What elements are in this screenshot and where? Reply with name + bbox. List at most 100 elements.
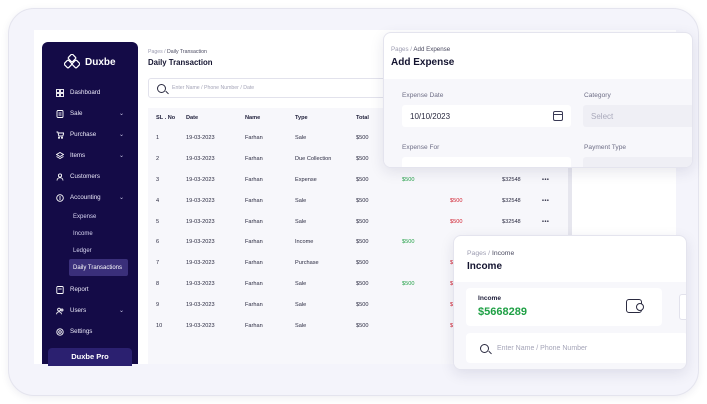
- table-row[interactable]: 4 19-03-2023 Farhan Sale $500 $500 $32548 •••: [148, 190, 568, 211]
- breadcrumb-root[interactable]: Pages: [148, 49, 163, 55]
- cell-type: Income: [295, 239, 314, 246]
- money-icon: [626, 299, 644, 313]
- search-icon: [157, 83, 166, 93]
- cell-type: Sale: [295, 301, 307, 308]
- sidebar-item-sale[interactable]: Sale ⌄: [42, 103, 138, 124]
- cell-type: Due Collection: [295, 156, 332, 163]
- category-select[interactable]: Select: [583, 105, 692, 127]
- income-summary-value: $5668289: [478, 306, 527, 318]
- cell-name: Farhan: [245, 156, 263, 163]
- cell-name: Farhan: [245, 260, 263, 267]
- cell-date: 19-03-2023: [186, 156, 215, 163]
- more-options-icon[interactable]: •••: [542, 176, 550, 183]
- sidebar-subitem-ledger[interactable]: Ledger: [73, 247, 92, 254]
- cell-sl: 1: [156, 135, 160, 142]
- cell-out: $500: [450, 197, 463, 204]
- cell-total: $500: [356, 260, 369, 267]
- sidebar-item-report[interactable]: Report: [42, 279, 138, 300]
- chevron-down-icon[interactable]: ⌄: [118, 308, 124, 314]
- column-header[interactable]: Date: [186, 115, 199, 121]
- table-row[interactable]: 5 19-03-2023 Farhan Sale $500 $500 $32548 •••: [148, 211, 568, 232]
- cell-total: $500: [356, 176, 369, 183]
- cell-type: Sale: [295, 218, 307, 225]
- brand-logo[interactable]: Duxbe: [64, 54, 116, 70]
- add-expense-card: Pages / Add Expense Add Expense Expense …: [383, 32, 693, 168]
- sidebar-item-users[interactable]: Users ⌄: [42, 300, 138, 321]
- sidebar-subitem-expense[interactable]: Expense: [73, 213, 97, 220]
- row-actions[interactable]: •••: [534, 170, 568, 191]
- cell-in: [394, 294, 442, 315]
- users-icon: [56, 307, 64, 315]
- cell-name: Farhan: [245, 176, 263, 183]
- chevron-down-icon[interactable]: ⌄: [118, 111, 124, 117]
- cell-total: $500: [356, 239, 369, 246]
- more-options-icon[interactable]: •••: [542, 218, 550, 225]
- cell-date: 19-03-2023: [186, 322, 215, 329]
- cell-out: $: [450, 301, 454, 308]
- income-breadcrumb: Pages / Income: [467, 250, 515, 257]
- cell-date: 19-03-2023: [186, 176, 215, 183]
- cell-name: Farhan: [245, 280, 263, 287]
- payment-type-select[interactable]: [583, 157, 692, 167]
- cell-name: Farhan: [245, 218, 263, 225]
- row-actions[interactable]: •••: [534, 211, 568, 232]
- income-breadcrumb-current: Income: [491, 250, 515, 257]
- sidebar-item-dashboard[interactable]: Dashboard: [42, 82, 138, 103]
- cell-sl: 9: [156, 301, 160, 308]
- cell-date: 19-03-2023: [186, 239, 215, 246]
- cell-total: $500: [356, 197, 369, 204]
- cell-type: Expense: [295, 176, 317, 183]
- cell-date: 19-03-2023: [186, 301, 215, 308]
- sidebar-item-accounting[interactable]: Accounting ⌄: [42, 187, 138, 208]
- column-header[interactable]: SL . No: [156, 115, 176, 121]
- column-header[interactable]: Name: [245, 115, 261, 121]
- expense-for-label: Expense For: [402, 144, 440, 151]
- cell-sl: 7: [156, 260, 160, 267]
- sidebar-nav: Dashboard Sale ⌄ Purchase ⌄ Items ⌄ Customers Ac…: [42, 82, 138, 342]
- table-row[interactable]: 2 19-03-2023 Farhan Due Collection $500: [148, 149, 568, 170]
- sidebar-item-customers[interactable]: Customers: [42, 166, 138, 187]
- chevron-down-icon[interactable]: ⌄: [118, 153, 124, 159]
- table-row[interactable]: 6 19-03-2023 Farhan Income $500 $500: [148, 232, 568, 253]
- chevron-down-icon[interactable]: ⌄: [118, 195, 124, 201]
- sidebar-item-items[interactable]: Items ⌄: [42, 145, 138, 166]
- calendar-icon[interactable]: [553, 111, 563, 121]
- expense-breadcrumb-root[interactable]: Pages: [391, 46, 409, 53]
- expense-date-field[interactable]: 10/10/2023: [402, 105, 571, 127]
- sidebar-subitem-income[interactable]: Income: [73, 230, 93, 237]
- sidebar-item-purchase[interactable]: Purchase ⌄: [42, 124, 138, 145]
- cell-name: Farhan: [245, 239, 263, 246]
- income-search-input[interactable]: Enter Name / Phone Number: [497, 344, 588, 352]
- expense-for-field[interactable]: [402, 157, 571, 167]
- table-scrollbar[interactable]: [568, 108, 572, 258]
- row-actions[interactable]: •••: [534, 190, 568, 211]
- column-header[interactable]: Total: [356, 115, 369, 121]
- sidebar-item-label: Items: [70, 152, 86, 159]
- cell-balance: $32548: [502, 197, 521, 204]
- sidebar-item-settings[interactable]: Settings: [42, 321, 138, 342]
- brand-name: Duxbe: [85, 56, 116, 68]
- report-icon: [56, 285, 64, 294]
- cell-type: Sale: [295, 280, 307, 287]
- expense-date-label: Expense Date: [402, 92, 444, 99]
- cell-out: $: [450, 280, 454, 287]
- pro-upgrade-card[interactable]: Duxbe Pro: [48, 348, 132, 366]
- table-row[interactable]: 8 19-03-2023 Farhan Sale $500 $500 $: [148, 274, 568, 295]
- table-row[interactable]: 1 19-03-2023 Farhan Sale $500: [148, 128, 568, 149]
- cell-out: [442, 170, 494, 191]
- more-options-icon[interactable]: •••: [542, 197, 550, 204]
- chevron-down-icon[interactable]: ⌄: [118, 132, 124, 138]
- table-row[interactable]: 9 19-03-2023 Farhan Sale $500 $: [148, 294, 568, 315]
- table-row[interactable]: 3 19-03-2023 Farhan Expense $500 $500 $32548 ••…: [148, 170, 568, 191]
- search-input[interactable]: Enter Name / Phone Number / Date: [172, 85, 255, 91]
- column-header[interactable]: Type: [295, 115, 308, 121]
- sidebar-subitem-daily-transactions[interactable]: Daily Transactions: [69, 259, 128, 276]
- cell-balance: $32548: [502, 176, 521, 183]
- sidebar-item-label: Dashboard: [70, 89, 101, 96]
- next-summary-card: [679, 294, 686, 320]
- table-row[interactable]: 10 19-03-2023 Farhan Sale $500 $: [148, 315, 568, 336]
- income-search[interactable]: Enter Name / Phone Number: [466, 333, 686, 363]
- table-row[interactable]: 7 19-03-2023 Farhan Purchase $500 $: [148, 253, 568, 274]
- cell-out: $: [450, 322, 454, 329]
- income-breadcrumb-root[interactable]: Pages: [467, 250, 487, 257]
